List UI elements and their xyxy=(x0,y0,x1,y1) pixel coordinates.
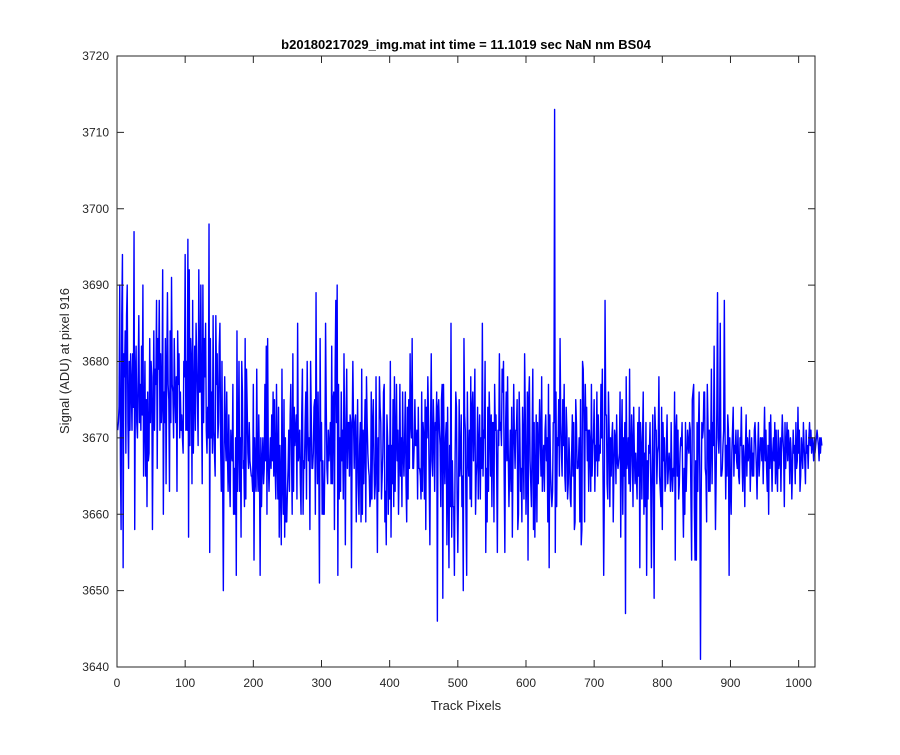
x-tick-label: 500 xyxy=(448,676,468,690)
x-tick-label: 300 xyxy=(311,676,331,690)
x-tick-label: 800 xyxy=(652,676,672,690)
x-tick-label: 200 xyxy=(243,676,263,690)
y-tick-label: 3690 xyxy=(82,278,109,292)
x-tick-label: 900 xyxy=(720,676,740,690)
x-tick-label: 1000 xyxy=(785,676,812,690)
x-axis-label: Track Pixels xyxy=(431,698,502,713)
x-tick-label: 400 xyxy=(380,676,400,690)
series-line xyxy=(116,108,823,661)
x-axis: 0 100 200 300 400 500 600 700 800 900 1000 xyxy=(114,56,812,690)
x-tick-label: 0 xyxy=(114,676,121,690)
y-tick-label: 3720 xyxy=(82,49,109,63)
x-tick-label: 100 xyxy=(175,676,195,690)
chart-title: b20180217029_img.mat int time = 11.1019 … xyxy=(281,37,651,52)
y-tick-label: 3660 xyxy=(82,507,109,521)
y-axis: 3640 3650 3660 3670 3680 3690 3700 3710 3720 xyxy=(82,49,815,674)
x-tick-label: 700 xyxy=(584,676,604,690)
y-tick-label: 3640 xyxy=(82,660,109,674)
y-axis-label: Signal (ADU) at pixel 916 xyxy=(57,288,72,434)
y-tick-label: 3680 xyxy=(82,355,109,369)
y-tick-label: 3670 xyxy=(82,431,109,445)
series-layer xyxy=(116,108,823,661)
x-tick-label: 600 xyxy=(516,676,536,690)
y-tick-label: 3650 xyxy=(82,584,109,598)
y-tick-label: 3710 xyxy=(82,125,109,139)
y-tick-label: 3700 xyxy=(82,202,109,216)
